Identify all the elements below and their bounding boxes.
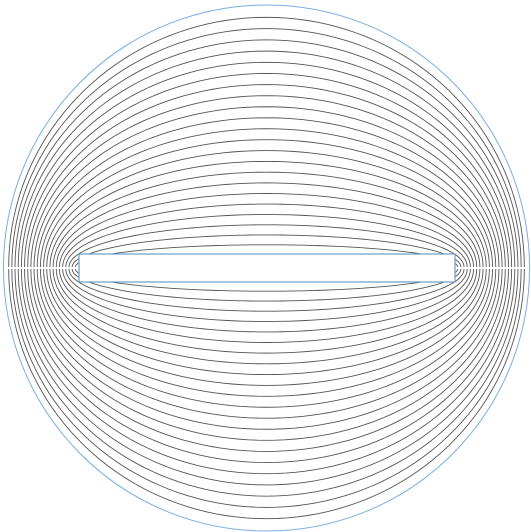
equipotential-contour-top <box>59 193 474 268</box>
equipotential-contour-bottom <box>71 268 462 302</box>
equipotential-contour-top <box>43 139 490 268</box>
equipotential-contour-bottom <box>30 268 503 441</box>
equipotential-contour-top <box>20 61 513 268</box>
equipotential-contour-bottom <box>24 268 509 464</box>
equipotential-contour-top <box>71 234 462 268</box>
equipotential-contour-bottom <box>36 268 497 419</box>
equipotential-contour-top <box>33 106 500 268</box>
equipotential-contour-top <box>36 117 497 268</box>
equipotential-contour-top <box>62 203 471 268</box>
equipotential-contour-top <box>46 150 487 268</box>
equipotential-contour-bottom <box>20 268 513 475</box>
equipotential-contour-top <box>49 160 484 268</box>
equipotential-contour-bottom <box>62 268 471 333</box>
equipotential-contour-bottom <box>55 268 478 354</box>
equipotential-contour-bottom <box>14 268 519 497</box>
equipotential-contour-top <box>65 214 468 268</box>
equipotential-contour-top <box>8 16 525 268</box>
equipotential-contour-top <box>27 84 506 268</box>
equipotential-contour-bottom <box>49 268 484 376</box>
equipotential-contour-bottom <box>27 268 506 452</box>
equipotential-contour-bottom <box>59 268 474 343</box>
equipotential-contours <box>8 16 525 520</box>
equipotential-contour-top <box>11 28 522 268</box>
equipotential-contour-bottom <box>8 268 525 520</box>
equipotential-contour-bottom <box>65 268 468 322</box>
equipotential-contour-bottom <box>33 268 500 430</box>
equipotential-contour-bottom <box>11 268 522 508</box>
equipotential-contour-top <box>55 182 478 268</box>
equipotential-contour-top <box>39 128 494 268</box>
central-rectangular-plate <box>78 253 456 283</box>
equipotential-contour-top <box>68 224 465 268</box>
equipotential-contour-top <box>30 95 503 268</box>
equipotential-contour-bottom <box>17 268 516 486</box>
outer-circular-boundary <box>3 4 530 532</box>
equipotential-contour-bottom <box>39 268 494 408</box>
equipotential-contour-top <box>17 50 516 268</box>
equipotential-contour-top <box>14 39 519 268</box>
equipotential-contour-top <box>24 72 509 268</box>
equipotential-contour-bottom <box>68 268 465 312</box>
equipotential-contour-bottom <box>52 268 481 365</box>
equipotential-contour-bottom <box>43 268 490 397</box>
equipotential-contour-bottom <box>46 268 487 386</box>
equipotential-contour-top <box>52 171 481 268</box>
